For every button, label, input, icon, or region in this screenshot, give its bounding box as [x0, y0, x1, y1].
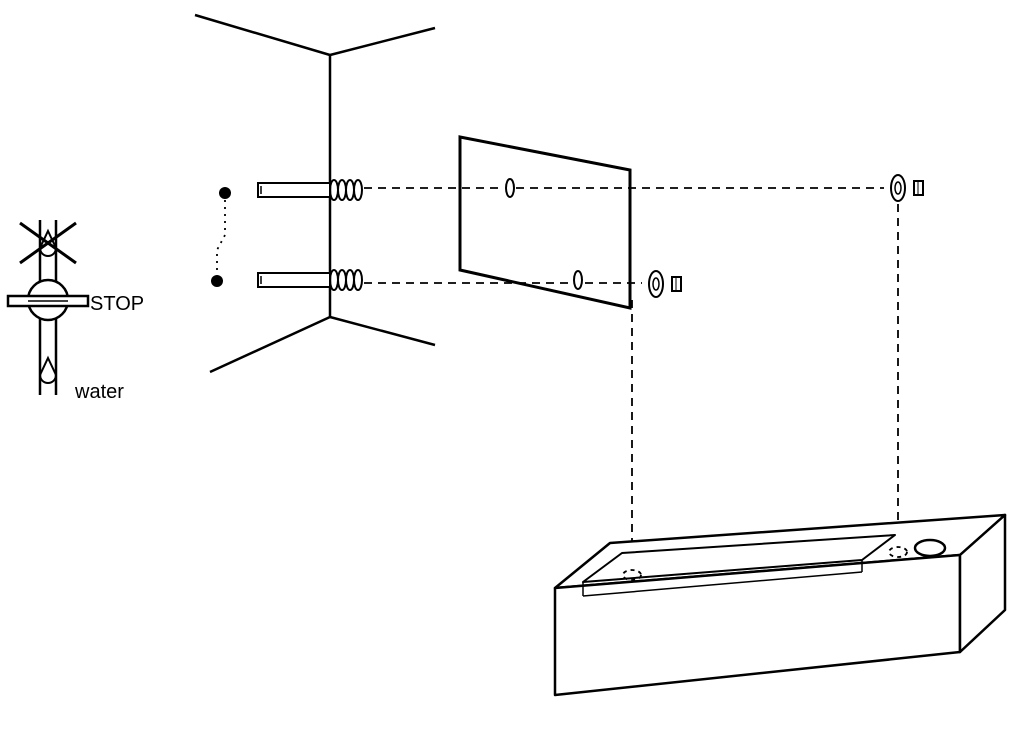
washer-nut-mid [649, 271, 681, 297]
water-label: water [74, 381, 124, 403]
wall-bolt-top [258, 180, 362, 200]
installation-diagram: STOP water [0, 0, 1020, 736]
basin [555, 515, 1005, 695]
wall-drill-holes [211, 187, 231, 287]
wall-bolt-bottom [258, 270, 362, 290]
stop-label: STOP [90, 293, 144, 315]
water-stop-icon [8, 220, 88, 395]
washer-nut-far [891, 175, 923, 201]
